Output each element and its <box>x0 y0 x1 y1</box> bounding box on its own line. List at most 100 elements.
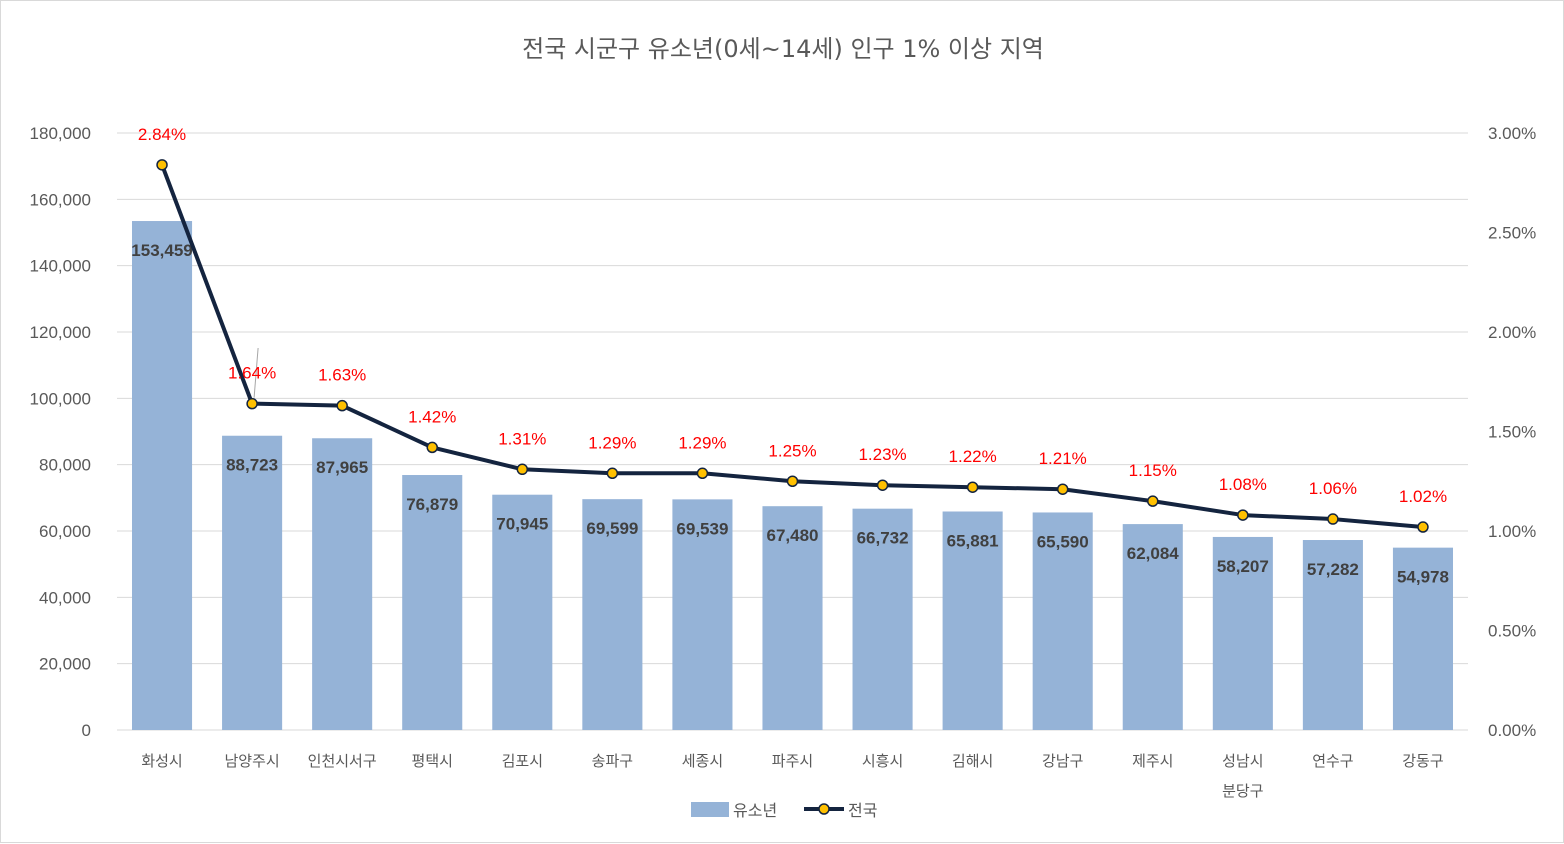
line-marker <box>966 481 979 493</box>
category-label: 파주시 <box>772 752 813 770</box>
bar <box>1392 547 1454 730</box>
right-axis-ticks: 0.00% 0.50% 1.00% 1.50% 2.00% 2.50% 3.00% <box>1488 124 1536 740</box>
bar-value-label: 88,723 <box>226 456 278 475</box>
y-tick-label: 120,000 <box>30 323 91 342</box>
y-tick-label: 180,000 <box>30 124 91 143</box>
line-value-label: 1.31% <box>498 429 546 448</box>
bar-value-label: 65,881 <box>947 531 999 550</box>
line-marker <box>1327 513 1339 525</box>
line-value-label: 1.08% <box>1219 475 1267 494</box>
line-value-label: 1.06% <box>1309 479 1357 498</box>
bar <box>1032 512 1093 730</box>
category-label: 인천시서구 <box>308 752 377 770</box>
y-tick-label: 80,000 <box>39 456 91 475</box>
y-tick-label: 100,000 <box>30 389 91 408</box>
line-marker <box>426 441 438 454</box>
bar-value-label: 62,084 <box>1127 544 1180 563</box>
line-value-label: 1.63% <box>318 366 366 385</box>
legend-swatch-bar <box>691 802 729 817</box>
line-marker <box>786 475 799 487</box>
bar <box>492 494 553 730</box>
bar <box>312 438 373 730</box>
y2-tick-label: 1.00% <box>1488 522 1536 541</box>
bar-value-label: 153,459 <box>131 241 192 260</box>
bar <box>402 475 463 730</box>
line-value-label: 1.15% <box>1129 461 1177 480</box>
y-tick-label: 140,000 <box>30 257 91 276</box>
line-value-label: 2.84% <box>138 125 186 144</box>
category-label: 제주시 <box>1132 752 1173 770</box>
category-label: 연수구 <box>1312 752 1353 770</box>
bar-value-label: 76,879 <box>406 495 458 514</box>
y2-tick-label: 0.00% <box>1488 721 1536 740</box>
bar-value-label: 70,945 <box>496 515 548 534</box>
bar <box>582 499 643 730</box>
bar-value-label: 58,207 <box>1217 557 1269 576</box>
line-value-label: 1.29% <box>588 433 636 452</box>
line-marker <box>246 397 258 410</box>
line-marker <box>696 467 709 480</box>
line-value-label: 1.23% <box>858 445 906 464</box>
label-leader-line <box>253 347 259 398</box>
line-marker <box>1056 483 1069 495</box>
y-tick-label: 20,000 <box>39 655 91 674</box>
bar <box>942 511 1003 730</box>
line-marker <box>876 479 889 491</box>
bar-value-label: 87,965 <box>316 458 368 477</box>
y-tick-label: 60,000 <box>39 522 91 541</box>
category-label: 강남구 <box>1042 752 1083 770</box>
line-marker <box>1237 509 1249 521</box>
line-marker <box>516 463 529 476</box>
line-value-label: 1.22% <box>949 447 997 466</box>
category-label: 평택시 <box>412 752 453 770</box>
line-value-label: 1.64% <box>228 364 276 383</box>
bar <box>762 506 823 730</box>
bar <box>222 435 283 730</box>
category-label: 남양주시 <box>224 752 279 770</box>
y-tick-label: 160,000 <box>30 190 91 209</box>
bar-value-label: 69,539 <box>676 519 728 538</box>
y2-tick-label: 3.00% <box>1488 124 1536 143</box>
y2-tick-label: 0.50% <box>1488 622 1536 641</box>
line-value-label: 1.21% <box>1039 449 1087 468</box>
line-marker <box>1417 521 1429 533</box>
category-label: 세종시 <box>682 752 723 770</box>
legend-label-line: 전국 <box>848 801 877 820</box>
category-label: 강동구 <box>1402 752 1443 770</box>
y-tick-label: 0 <box>82 721 91 740</box>
bar <box>1302 540 1363 730</box>
y2-tick-label: 2.50% <box>1488 224 1536 243</box>
bar-value-label: 57,282 <box>1307 560 1359 579</box>
line-value-label: 1.02% <box>1399 487 1447 506</box>
category-label: 김포시 <box>502 752 543 770</box>
line-value-labels: 2.84% 1.64% 1.63% 1.42% 1.31% 1.29% 1.29% 1.25%… <box>138 125 1447 506</box>
bar-value-label: 66,732 <box>857 529 909 548</box>
bar-value-label: 67,480 <box>767 526 819 545</box>
bar <box>1212 536 1273 730</box>
bar-value-labels: 153,459 88,723 87,965 76,879 70,945 69,599 69,… <box>131 241 1449 587</box>
y-tick-label: 40,000 <box>39 588 91 607</box>
category-labels: 화성시 남양주시 인천시서구 평택시 김포시 송파구 세종시 파주시 시흥시 김해시 강남구 제주시 성… <box>141 752 1443 800</box>
line-marker <box>156 159 168 171</box>
category-label: 화성시 <box>141 752 182 770</box>
line-marker <box>606 467 619 480</box>
legend: 유소년 전국 <box>691 801 877 820</box>
bar <box>672 499 733 730</box>
bar-series <box>131 221 1454 730</box>
bar-value-label: 69,599 <box>586 519 638 538</box>
line-marker <box>1147 495 1159 507</box>
legend-label-bar: 유소년 <box>733 801 777 820</box>
chart-title: 전국 시군구 유소년(0세~14세) 인구 1% 이상 지역 <box>522 35 1044 63</box>
y2-tick-label: 1.50% <box>1488 423 1536 442</box>
line-marker <box>336 399 348 412</box>
category-label: 송파구 <box>592 752 633 770</box>
category-label: 성남시 분당구 <box>1222 752 1263 800</box>
bar <box>131 221 193 730</box>
category-label: 시흥시 <box>862 752 903 770</box>
line-value-label: 1.42% <box>408 407 456 426</box>
left-axis-ticks: 0 20,000 40,000 60,000 80,000 100,000 120,000 1… <box>30 124 91 740</box>
legend-swatch-marker <box>818 803 830 815</box>
y2-tick-label: 2.00% <box>1488 323 1536 342</box>
